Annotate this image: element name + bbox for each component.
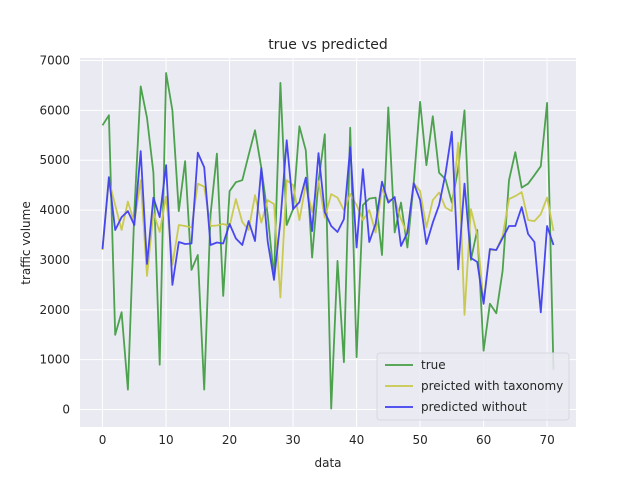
x-tick-label: 20 [222,433,237,447]
x-tick-label: 70 [539,433,554,447]
legend-label-1: true [421,358,446,372]
x-tick-label: 0 [99,433,107,447]
x-tick-label: 60 [476,433,491,447]
chart-title: true vs predicted [268,37,388,53]
y-tick-label: 6000 [39,103,70,117]
y-tick-label: 1000 [39,353,70,367]
y-axis-ticks: 0 1000 2000 3000 4000 5000 6000 7000 [39,53,70,416]
legend-box [376,352,570,421]
y-tick-label: 3000 [39,253,70,267]
legend: true preicted with taxonomy predicted with… [376,352,570,421]
x-tick-label: 30 [285,433,300,447]
series-line-3 [101,130,555,314]
y-tick-label: 7000 [39,53,70,67]
x-axis-ticks: 0 10 20 30 40 50 60 70 [99,433,555,447]
y-tick-label: 2000 [39,303,70,317]
x-tick-label: 50 [412,433,427,447]
y-tick-label: 5000 [39,153,70,167]
series-line-2 [101,141,555,316]
y-tick-label: 4000 [39,203,70,217]
y-axis-label: traffic volume [19,201,33,284]
series-layer [101,72,555,410]
x-axis-label: data [314,456,341,470]
legend-label-3: predicted without [421,400,527,414]
legend-label-2: preicted with taxonomy [421,379,563,393]
x-tick-label: 40 [349,433,364,447]
x-tick-label: 10 [158,433,173,447]
y-tick-label: 0 [62,403,70,417]
